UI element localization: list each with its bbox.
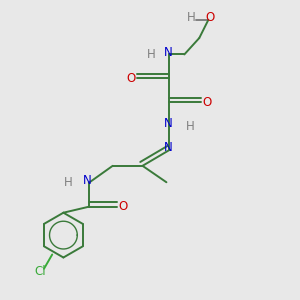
Text: H: H [147,48,156,61]
Text: N: N [83,174,92,187]
Text: N: N [164,141,172,154]
Text: H: H [187,11,195,24]
Text: O: O [202,96,212,109]
Text: H: H [186,120,195,133]
Text: O: O [118,200,127,213]
Text: N: N [164,117,172,130]
Text: Cl: Cl [34,265,46,278]
Text: O: O [205,11,214,24]
Text: N: N [164,46,172,59]
Text: H: H [64,176,72,189]
Text: O: O [127,72,136,85]
